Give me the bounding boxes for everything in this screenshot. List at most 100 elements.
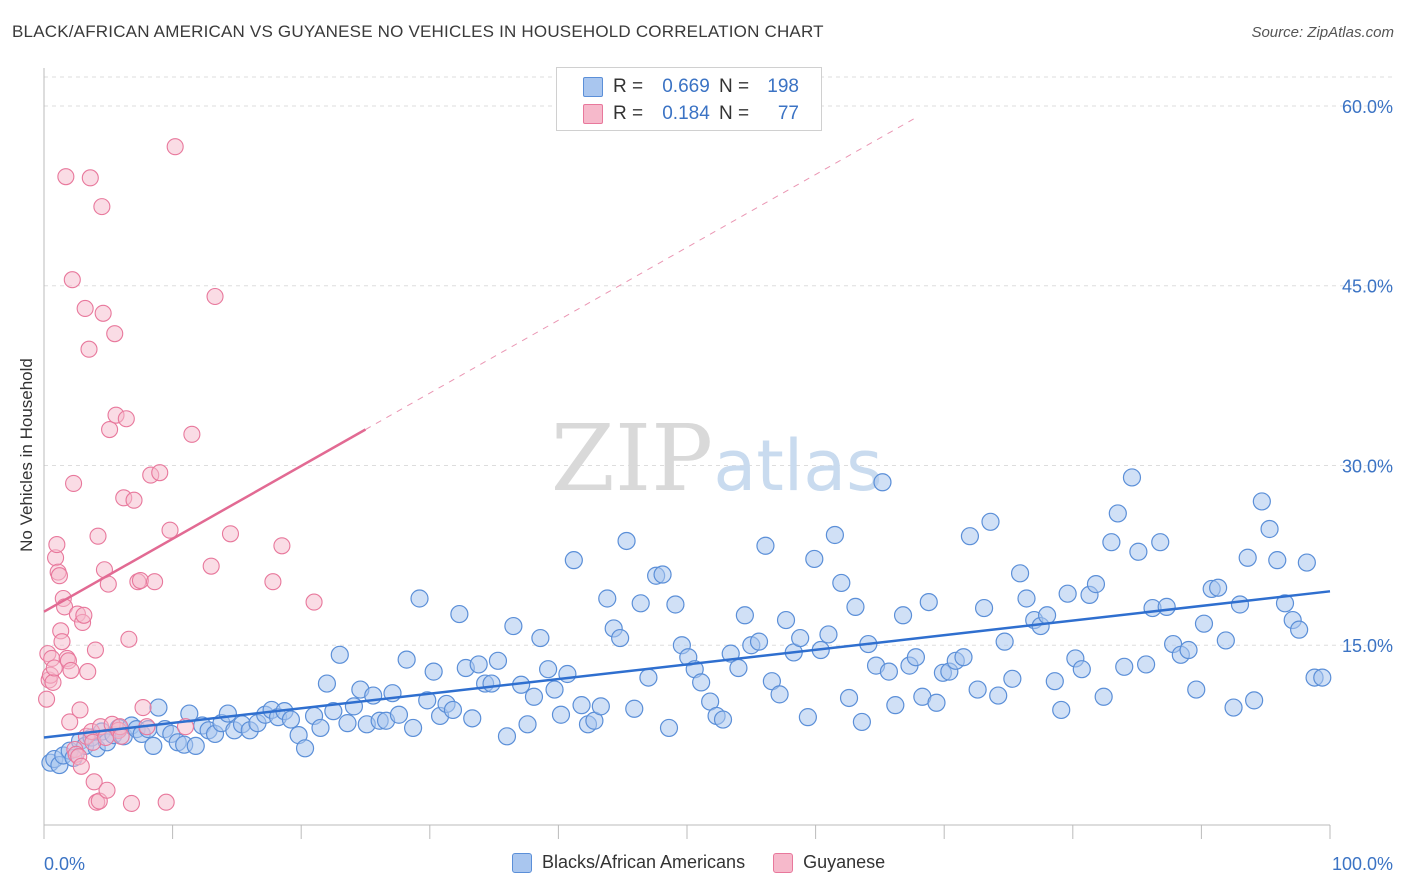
point-guyanese: [106, 325, 124, 343]
legend-item-blacks: Blacks/African Americans: [512, 852, 745, 873]
point-blacks: [1268, 551, 1287, 570]
point-blacks: [424, 662, 443, 681]
point-blacks: [995, 632, 1014, 651]
point-blacks: [879, 662, 899, 681]
point-blacks: [524, 687, 544, 706]
point-blacks: [713, 710, 733, 729]
point-guyanese: [75, 606, 93, 624]
legend-swatch-blue: [512, 852, 532, 873]
point-blacks: [1230, 595, 1250, 614]
y-tick-label: 60.0%: [1342, 97, 1393, 117]
point-guyanese: [85, 773, 103, 791]
point-blacks: [1194, 614, 1214, 633]
point-blacks: [1102, 533, 1121, 552]
point-blacks: [631, 594, 650, 613]
point-blacks: [968, 680, 987, 699]
tick-labels: 15.0% 30.0% 45.0% 60.0% 0.0% 100.0%: [44, 97, 1393, 874]
point-guyanese: [61, 713, 79, 731]
point-blacks: [954, 648, 973, 667]
point-blacks: [1094, 687, 1113, 706]
point-blacks: [1010, 564, 1030, 583]
point-blacks: [1290, 620, 1309, 639]
legend-r-label: R =: [613, 76, 644, 97]
point-guyanese: [45, 659, 63, 677]
point-blacks: [832, 573, 851, 593]
point-guyanese: [125, 491, 143, 509]
legend-n-value: 198: [767, 76, 799, 97]
point-blacks: [1072, 660, 1091, 679]
point-blacks: [1275, 594, 1295, 613]
point-guyanese: [62, 661, 80, 679]
point-guyanese: [273, 537, 291, 555]
point-blacks: [1122, 468, 1142, 487]
point-guyanese: [166, 138, 184, 156]
point-guyanese: [53, 633, 71, 651]
point-blacks: [1216, 631, 1235, 650]
watermark: ZIP atlas: [551, 405, 883, 512]
legend-n-label: N =: [719, 103, 750, 124]
point-guyanese: [134, 699, 152, 717]
point-blacks: [545, 680, 564, 699]
point-blacks: [149, 698, 168, 717]
point-blacks: [1252, 492, 1271, 511]
point-blacks: [1108, 504, 1127, 523]
point-blacks: [1003, 669, 1022, 688]
point-blacks: [989, 686, 1008, 705]
point-blacks: [338, 714, 357, 733]
point-guyanese: [89, 527, 107, 545]
legend-swatch-pink: [773, 852, 794, 873]
point-guyanese: [38, 690, 56, 708]
series-legend: Blacks/African Americans Guyanese: [512, 852, 913, 873]
point-blacks: [418, 691, 437, 710]
correlation-legend: R = 0.669 N = 198 R = 0.184 N = 77: [556, 67, 822, 131]
point-blacks: [551, 705, 571, 724]
point-blacks: [1238, 548, 1257, 567]
point-guyanese: [71, 701, 89, 719]
point-guyanese: [76, 299, 94, 318]
point-blacks: [819, 625, 838, 644]
point-blacks: [558, 664, 577, 684]
point-blacks: [564, 551, 583, 570]
point-guyanese: [202, 557, 220, 575]
point-guyanese: [48, 536, 66, 554]
point-blacks: [317, 674, 337, 693]
x-tick-label: 100.0%: [1332, 854, 1393, 874]
point-blacks: [692, 673, 711, 692]
point-blacks: [735, 606, 754, 625]
point-blacks: [1052, 700, 1071, 720]
point-guyanese: [93, 198, 111, 216]
point-guyanese: [221, 525, 240, 543]
point-guyanese: [264, 573, 282, 591]
point-guyanese: [44, 673, 62, 691]
point-blacks: [497, 727, 517, 746]
point-blacks: [186, 736, 205, 756]
point-blacks: [639, 668, 658, 687]
point-blacks: [403, 718, 423, 738]
point-guyanese: [206, 287, 224, 306]
trend-line-guyanese: [43, 428, 367, 613]
legend-row-blacks: R = 0.669 N = 198: [583, 75, 799, 99]
point-blacks: [756, 536, 775, 555]
y-tick-label: 30.0%: [1342, 456, 1393, 476]
legend-r-value: 0.669: [662, 76, 710, 97]
point-guyanese: [101, 420, 119, 439]
point-blacks: [488, 651, 508, 670]
point-blacks: [539, 660, 558, 679]
point-guyanese: [80, 340, 98, 358]
point-blacks: [531, 628, 550, 648]
point-blacks: [749, 632, 769, 651]
point-blacks: [1058, 584, 1077, 603]
legend-swatch-pink: [583, 104, 603, 124]
point-guyanese: [157, 793, 175, 811]
point-guyanese: [98, 781, 116, 799]
point-blacks: [770, 685, 789, 704]
point-blacks: [729, 658, 748, 678]
point-guyanese: [117, 410, 135, 428]
point-guyanese: [305, 593, 323, 611]
legend-row-guyanese: R = 0.184 N = 77: [583, 102, 799, 126]
point-blacks: [330, 645, 349, 664]
point-blacks: [482, 674, 501, 693]
point-blacks: [1157, 597, 1176, 616]
trend-extension-guyanese: [365, 115, 919, 430]
